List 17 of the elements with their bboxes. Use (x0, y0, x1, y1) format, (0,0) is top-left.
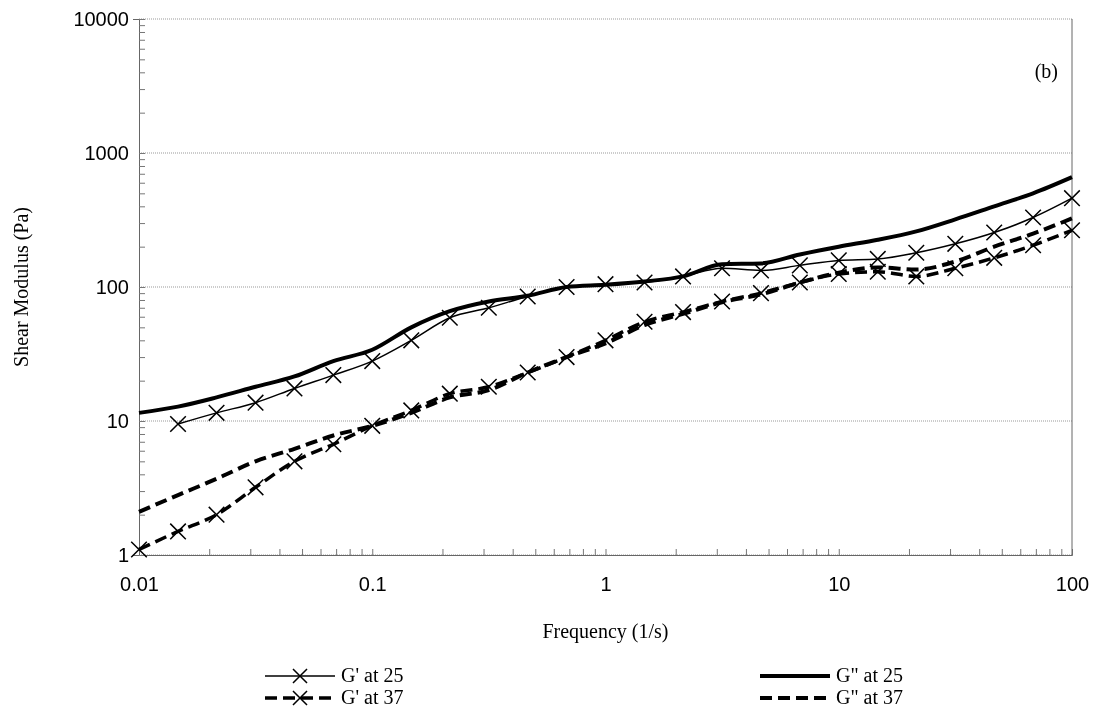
x-tick-label: 100 (1055, 573, 1090, 596)
legend-label: G" at 37 (836, 686, 904, 708)
x-tick-label: 10 (828, 573, 851, 596)
x-tick-label: 0.01 (120, 573, 159, 596)
x-tick-label: 0.1 (358, 573, 387, 596)
y-tick-label: 10 (106, 409, 129, 432)
y-axis-title: Shear Modulus (Pa) (10, 207, 33, 367)
y-tick-label: 1000 (84, 141, 129, 164)
y-tick-label: 1 (117, 543, 129, 566)
y-tick-label: 10000 (73, 7, 129, 30)
y-tick-label: 100 (95, 275, 129, 298)
x-axis-title: Frequency (1/s) (542, 620, 669, 643)
legend-label: G' at 37 (341, 686, 404, 708)
legend-label: G" at 25 (836, 664, 904, 686)
legend-label: G' at 25 (341, 664, 404, 686)
annotation: (b) (1034, 60, 1058, 83)
x-tick-label: 1 (600, 573, 612, 596)
